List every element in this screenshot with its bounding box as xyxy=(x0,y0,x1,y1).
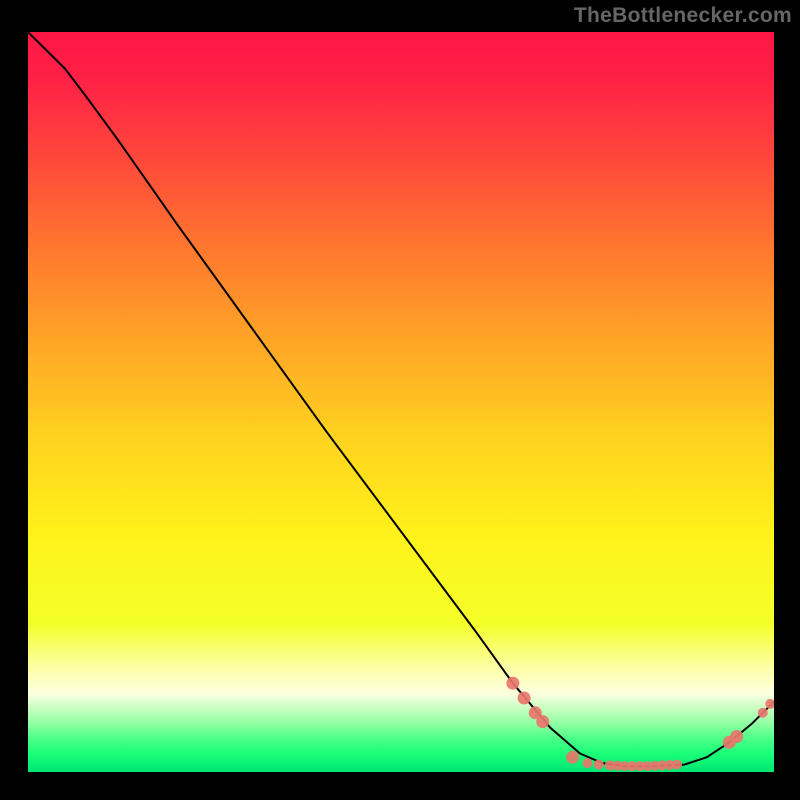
chart-root: TheBottlenecker.com xyxy=(0,0,800,800)
scatter-point xyxy=(506,677,519,690)
scatter-point xyxy=(730,730,743,743)
scatter-point xyxy=(536,715,549,728)
scatter-point xyxy=(672,760,682,770)
main-line xyxy=(28,32,774,766)
plot-area xyxy=(28,32,774,772)
attribution-text: TheBottlenecker.com xyxy=(574,4,792,28)
scatter-point xyxy=(765,699,774,709)
scatter-point xyxy=(566,751,579,764)
scatter-point xyxy=(594,760,604,770)
scatter-point xyxy=(758,708,768,718)
chart-overlay-svg xyxy=(28,32,774,772)
scatter-point xyxy=(518,692,531,705)
scatter-point xyxy=(583,758,593,768)
marker-group xyxy=(506,677,774,771)
